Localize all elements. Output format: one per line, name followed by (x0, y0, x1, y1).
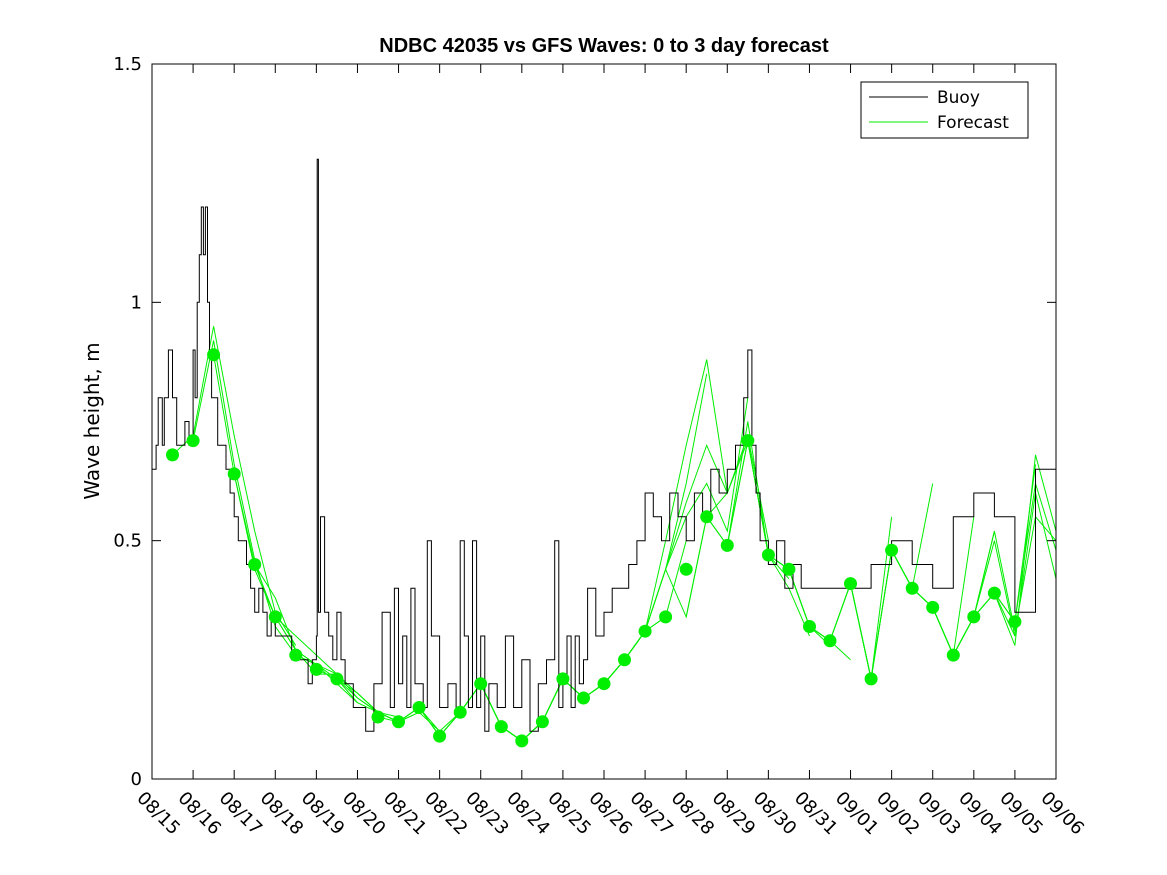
forecast-marker-point (268, 610, 282, 624)
forecast-marker-point (556, 672, 570, 686)
forecast-run-37 (993, 454, 1057, 646)
forecast-marker-point (392, 715, 405, 729)
legend-forecast-label: Forecast (937, 113, 1009, 133)
forecast-marker-point (967, 610, 981, 624)
forecast-marker-point (577, 691, 590, 705)
forecast-marker-point (227, 467, 241, 481)
forecast-run-35 (952, 492, 1057, 656)
forecast-run-36 (973, 515, 1057, 632)
forecast-marker-point (371, 710, 385, 724)
forecast-marker-point (186, 434, 200, 448)
forecast-marker-point (864, 672, 878, 686)
forecast-marker-point (679, 562, 693, 576)
forecast-marker-point (515, 734, 529, 748)
forecast-marker-point (453, 705, 467, 719)
forecast-marker-point (412, 701, 426, 714)
legend: Buoy Forecast (860, 81, 1029, 139)
legend-buoy-label: Buoy (937, 88, 980, 108)
forecast-marker-point (433, 729, 447, 743)
forecast-marker-point (638, 624, 652, 638)
plot-background (152, 64, 1056, 779)
forecast-marker-point (782, 562, 796, 576)
forecast-marker-point (803, 620, 816, 633)
forecast-marker-point (289, 648, 303, 662)
buoy-series-line (152, 158, 1057, 732)
forecast-marker-point (700, 510, 714, 524)
legend-box (860, 81, 1029, 139)
y-axis-label: Wave height, m (80, 342, 104, 499)
forecast-marker-point (597, 677, 611, 691)
y-tick-label: 0.5 (113, 531, 142, 552)
forecast-marker-point (309, 662, 323, 676)
forecast-marker-point (741, 434, 755, 448)
forecast-marker-point (248, 558, 262, 571)
forecast-marker-point (207, 348, 221, 362)
forecast-marker-point (926, 600, 940, 614)
forecast-marker-point (823, 634, 837, 648)
forecast-marker-point (844, 577, 857, 591)
forecast-marker-point (946, 648, 960, 662)
forecast-marker-point (659, 610, 673, 624)
forecast-marker-point (987, 586, 1001, 600)
buoy-lines (152, 158, 1057, 732)
forecast-marker-point (618, 653, 631, 667)
forecast-marker-point (720, 538, 734, 552)
forecast-marker-point (330, 672, 344, 686)
forecast-marker-point (535, 715, 549, 729)
forecast-markers (166, 348, 1022, 748)
y-tick-label: 0 (131, 769, 142, 790)
forecast-marker-point (885, 543, 899, 557)
forecast-marker-point (166, 448, 179, 462)
forecast-marker-point (761, 548, 775, 562)
chart-title: NDBC 42035 vs GFS Waves: 0 to 3 day fore… (379, 35, 829, 57)
y-tick-label: 1.5 (113, 54, 142, 75)
forecast-marker-point (1008, 615, 1022, 629)
plot-area: 00.511.508/1508/1608/1708/1808/1908/2008… (113, 54, 1088, 839)
forecast-marker-point (905, 581, 919, 595)
forecast-marker-point (474, 677, 488, 691)
y-tick-label: 1 (131, 292, 142, 313)
forecast-marker-point (494, 720, 508, 734)
